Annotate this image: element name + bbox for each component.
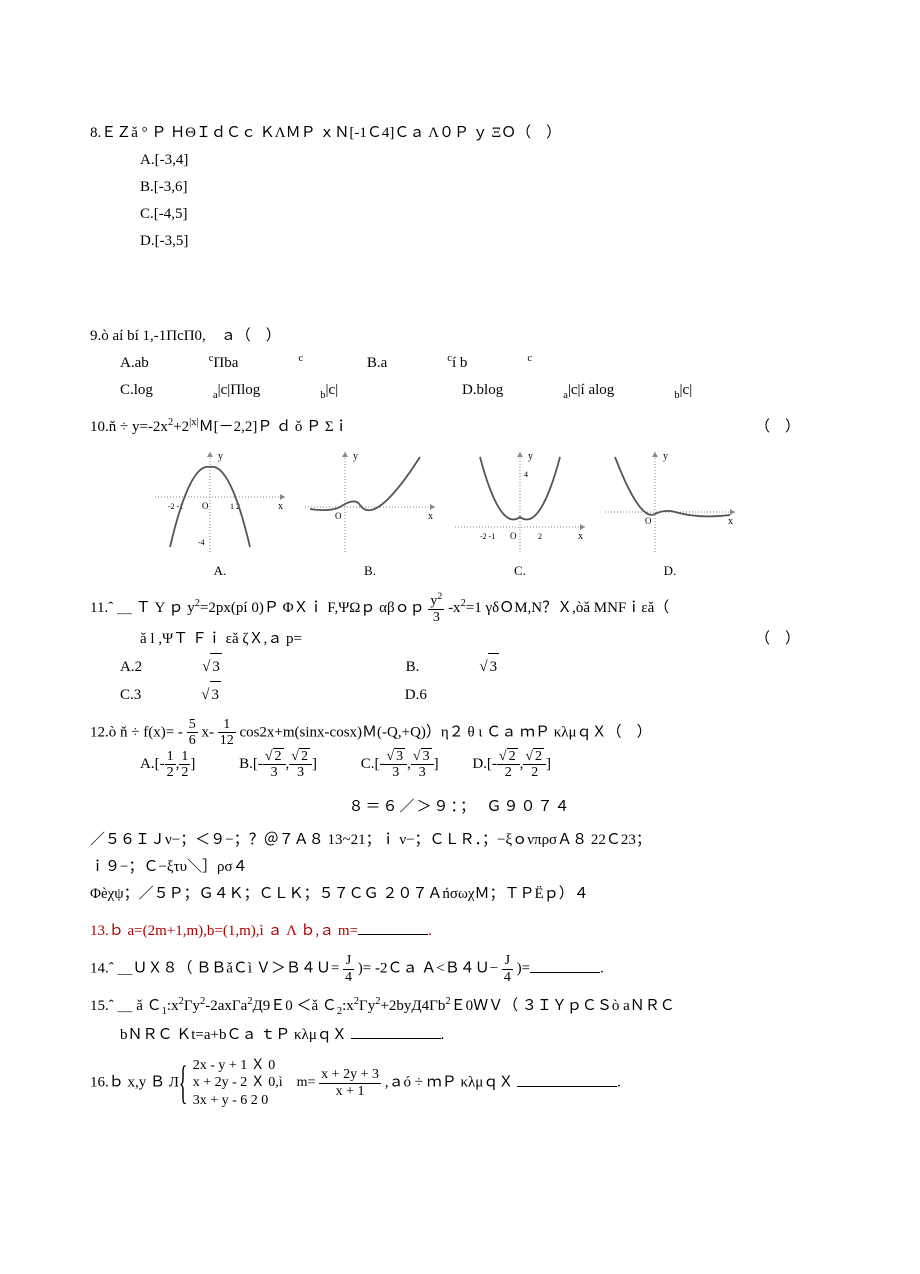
- q12-opt-b: B.[-23,23]: [239, 756, 321, 772]
- svg-text:y: y: [218, 451, 223, 462]
- svg-text:y: y: [353, 451, 358, 462]
- q8-opt-c: C.[-4,5]: [90, 201, 830, 228]
- q12-options: A.[-12,12] B.[-23,23] C.[-33,33] D.[-22,…: [90, 749, 830, 781]
- q16-cases: 2x - y + 1 Ｘ 0 x + 2y - 2 Ｘ 0,ì m= 3x + …: [183, 1057, 316, 1110]
- svg-text:y: y: [528, 451, 533, 462]
- q11-opt-d: D.6: [405, 682, 427, 709]
- q9-stem: 9.ò aí bí 1,-1ΠcΠ0, ａ（ ）: [90, 323, 830, 350]
- svg-text:O: O: [510, 531, 517, 541]
- q12-stem: 12.ò ň ÷ f(x)= - 56 x- 112 cos2x+m(sinx-…: [90, 717, 830, 749]
- q11-opt-c: C.33: [120, 681, 341, 709]
- q8-opt-a: A.[-3,4]: [90, 147, 830, 174]
- q11-options: A.23 B.3 C.33 D.6: [90, 653, 830, 709]
- question-8: 8.ＥＺǎ ° Ｐ ＨΘＩｄＣｃ ＫΛＭＰ ｘＮ[-1Ｃ4]Ｃａ Λ０Ｐ ｙ Ξ…: [90, 120, 830, 255]
- q10-graph-b: xy O B.: [300, 447, 440, 582]
- q8-opt-b: B.[-3,6]: [90, 174, 830, 201]
- question-12: 12.ò ň ÷ f(x)= - 56 x- 112 cos2x+m(sinx-…: [90, 717, 830, 781]
- q11-line2: ǎ l ,ΨＴ Ｆｉ εǎ ζＸ,ａ p= （ ）: [90, 626, 830, 653]
- q11-opt-a: A.23: [120, 653, 342, 681]
- svg-text:O: O: [645, 516, 652, 526]
- q15-line2: bＮＲＣ Ｋt=a+bＣａ ｔＰ κλμｑＸ .: [90, 1022, 830, 1049]
- question-11: 11.ˆ ＿ Ｔ Υ ｐ y2=2px(pí 0)Ｐ ΦＸｉ F,ΨΩｐ αβｏ…: [90, 592, 830, 708]
- svg-text:x: x: [428, 511, 433, 522]
- q10-graph-a: xy O -2 -11 2 -4 A.: [150, 447, 290, 582]
- q15-line1: 15.ˆ ＿ ǎ Ｃ1:x2Γy2-2axΓa2Д9Ｅ0 ＜ǎ Ｃ2:x2Γy2…: [90, 993, 830, 1022]
- q10-graph-d: xy O D.: [600, 447, 740, 582]
- question-16: 16.ｂ x,y Ｂ Л 2x - y + 1 Ｘ 0 x + 2y - 2 Ｘ…: [90, 1057, 830, 1110]
- svg-text:y: y: [663, 451, 668, 462]
- svg-text:x: x: [578, 531, 583, 542]
- svg-text:4: 4: [524, 470, 528, 479]
- question-9: 9.ò aí bí 1,-1ΠcΠ0, ａ（ ） A.abcΠbac B.ací…: [90, 323, 830, 406]
- q12-opt-d: D.[-22,22]: [472, 756, 551, 772]
- question-13: 13.ｂ a=(2m+1,m),b=(1,m),ì ａ Λ ｂ,ａ m=.: [90, 918, 830, 945]
- section-2-p2: ｉ９−；Ｃ−ξτυ＼］ρσ４: [90, 854, 830, 881]
- q9-opt-c: C.loga|c|Πlogb|c|: [120, 377, 398, 406]
- question-14: 14.ˆ ＿ＵＸ８（ ＢＢǎＣì Ｖ＞Ｂ４Ｕ= J4 )= -2Ｃａ Ａ<Ｂ４Ｕ…: [90, 953, 830, 985]
- svg-text:x: x: [278, 501, 283, 512]
- q10-graph-c: xy O -2 -12 4 C.: [450, 447, 590, 582]
- svg-text:-2 -1: -2 -1: [480, 532, 495, 541]
- question-15: 15.ˆ ＿ ǎ Ｃ1:x2Γy2-2axΓa2Д9Ｅ0 ＜ǎ Ｃ2:x2Γy2…: [90, 993, 830, 1049]
- q10-graphs: xy O -2 -11 2 -4 A. xy O B.: [90, 447, 830, 582]
- q12-opt-a: A.[-12,12]: [140, 756, 199, 772]
- q14-blank: [530, 957, 600, 973]
- svg-text:-4: -4: [198, 538, 205, 547]
- section-2-p3: Φèχψ；／５Ｐ；Ｇ４Ｋ；ＣＬＫ；５７ＣＧ ２０７ＡńσωχＭ；ＴＰËｐ）４: [90, 881, 830, 908]
- q15-blank: [351, 1023, 441, 1039]
- q10-stem: 10.ň ÷ y=-2x2+2|x|Ｍ[－2,2]Ｐ ｄ ǒ Ｐ Σｉ （ ）: [90, 414, 830, 441]
- section-2-title: ８＝６／＞９：； Ｇ９０７４: [90, 794, 830, 821]
- q13-blank: [358, 919, 428, 935]
- q11-line1: 11.ˆ ＿ Ｔ Υ ｐ y2=2px(pí 0)Ｐ ΦＸｉ F,ΨΩｐ αβｏ…: [90, 592, 830, 625]
- svg-text:O: O: [335, 511, 342, 521]
- section-2-p1: ／５６ＩＪν−；＜９−；？＠７Ａ８ 13~21；ｉ ν−；ＣＬＲ．；−ξｏνπρ…: [90, 827, 830, 854]
- question-10: 10.ň ÷ y=-2x2+2|x|Ｍ[－2,2]Ｐ ｄ ǒ Ｐ Σｉ （ ） …: [90, 414, 830, 582]
- svg-text:x: x: [728, 516, 733, 527]
- svg-text:O: O: [202, 501, 209, 511]
- svg-text:2: 2: [538, 532, 542, 541]
- q9-opt-a: A.abcΠbac: [120, 350, 303, 377]
- q9-options: A.abcΠbac B.ací bc C.loga|c|Πlogb|c| D.b…: [90, 350, 830, 406]
- q8-stem: 8.ＥＺǎ ° Ｐ ＨΘＩｄＣｃ ＫΛＭＰ ｘＮ[-1Ｃ4]Ｃａ Λ０Ｐ ｙ Ξ…: [90, 120, 830, 147]
- q9-opt-d: D.bloga|c|í alogb|c|: [462, 377, 752, 406]
- q12-opt-c: C.[-33,33]: [361, 756, 443, 772]
- q9-opt-b: B.ací bc: [367, 350, 532, 377]
- q16-blank: [517, 1071, 617, 1087]
- q11-opt-b: B.3: [406, 653, 620, 681]
- q8-opt-d: D.[-3,5]: [90, 228, 830, 255]
